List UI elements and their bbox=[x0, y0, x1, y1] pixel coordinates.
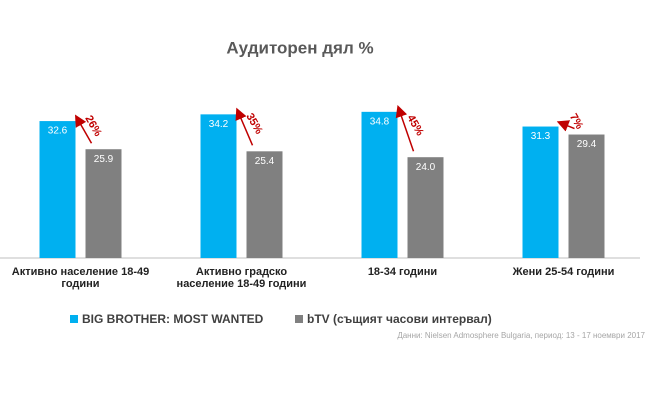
x-tick-label: Активно градско население 18-49 години bbox=[176, 266, 307, 290]
bar bbox=[361, 111, 398, 258]
value-label: 34.8 bbox=[370, 116, 390, 127]
legend-label: BIG BROTHER: MOST WANTED bbox=[82, 312, 264, 326]
bar bbox=[568, 134, 605, 258]
value-label: 34.2 bbox=[209, 119, 229, 130]
value-label: 25.4 bbox=[255, 156, 275, 167]
value-label: 31.3 bbox=[531, 131, 551, 142]
value-label: 24.0 bbox=[416, 162, 436, 173]
x-tick-label: Активно население 18-49 години bbox=[11, 266, 150, 290]
bar bbox=[200, 114, 237, 258]
change-arrow bbox=[556, 120, 575, 132]
bar bbox=[85, 149, 122, 258]
x-tick-label: Жени 25-54 години bbox=[512, 266, 615, 278]
bar bbox=[522, 126, 559, 258]
legend-swatch bbox=[295, 315, 303, 323]
change-arrow bbox=[235, 107, 254, 146]
value-label: 25.9 bbox=[94, 154, 114, 165]
source-note: Данни: Nielsen Admosphere Bulgaria, пери… bbox=[397, 331, 645, 340]
value-label: 29.4 bbox=[577, 139, 597, 150]
legend-swatch bbox=[70, 315, 78, 323]
value-label: 32.6 bbox=[48, 126, 68, 137]
legend-label: bTV (същият часови интервал) bbox=[307, 312, 492, 326]
change-arrow bbox=[395, 105, 415, 152]
bar bbox=[39, 121, 76, 258]
change-label: 7% bbox=[567, 112, 585, 132]
change-arrow bbox=[75, 114, 93, 144]
bar bbox=[246, 151, 283, 258]
bar bbox=[407, 157, 444, 258]
x-tick-label: 18-34 години bbox=[367, 266, 438, 278]
change-label: 26% bbox=[82, 114, 104, 139]
chart-title: Аудиторен дял % bbox=[226, 38, 373, 57]
